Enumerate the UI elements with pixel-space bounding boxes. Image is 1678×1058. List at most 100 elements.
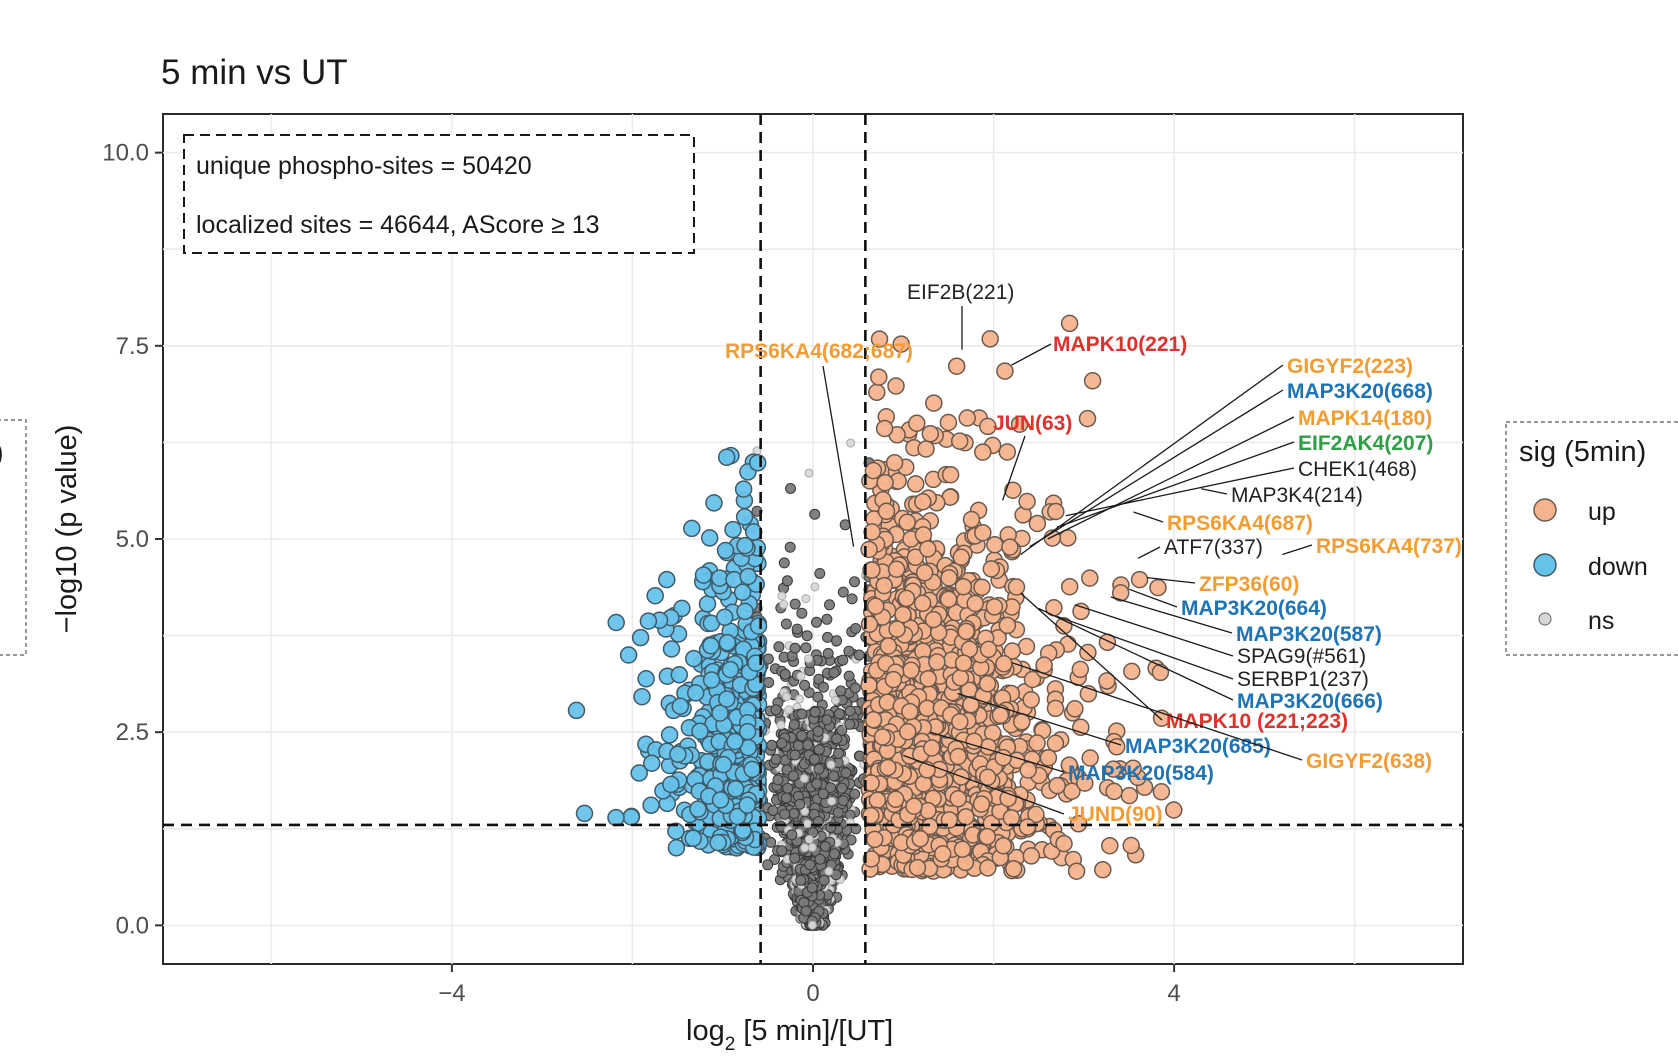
ns-point: [804, 859, 816, 871]
down-point: [685, 649, 703, 668]
up-point: [1007, 578, 1026, 596]
down-point: [733, 583, 752, 602]
up-point: [1060, 577, 1079, 596]
up-point: [887, 560, 906, 578]
up-point: [978, 827, 997, 846]
gene-label: ZFP36(60): [1199, 573, 1299, 596]
ns-point: [800, 905, 812, 917]
gene-label: EIF2B(221): [907, 281, 1014, 304]
down-point: [607, 613, 625, 632]
up-point: [972, 795, 991, 813]
ns-point: [824, 866, 834, 876]
up-point: [947, 357, 966, 375]
up-point: [1046, 699, 1065, 718]
gene-label: MAP3K20(584): [1068, 762, 1214, 785]
gene-label: JUN(63): [993, 412, 1072, 435]
ns-point: [814, 853, 826, 865]
up-point: [908, 858, 927, 877]
down-point: [684, 829, 702, 848]
down-point: [637, 670, 655, 688]
ns-point: [837, 586, 849, 598]
ns-point: [807, 842, 817, 852]
up-point: [873, 728, 892, 746]
gene-label: ATF7(337): [1164, 536, 1263, 559]
up-point: [884, 670, 903, 689]
down-point: [748, 454, 767, 472]
up-point: [886, 790, 905, 809]
ns-point: [776, 845, 788, 857]
annotation-unique-sites: unique phospho-sites = 50420: [196, 152, 532, 180]
ns-point: [801, 630, 813, 642]
down-point: [633, 687, 651, 706]
up-point: [860, 676, 878, 695]
ns-point: [809, 508, 821, 520]
ns-point: [782, 782, 794, 794]
ns-point: [828, 770, 840, 782]
ns-point: [789, 749, 801, 761]
left-panel-fragment-text: ): [0, 437, 4, 469]
up-point: [898, 723, 917, 741]
down-point: [734, 480, 753, 498]
down-point: [743, 760, 761, 779]
legend-up-swatch: [1533, 498, 1557, 522]
ns-point: [801, 594, 811, 604]
down-points: [567, 446, 768, 857]
up-point: [866, 597, 885, 615]
ns-point: [809, 753, 820, 765]
up-point: [875, 419, 894, 438]
up-point: [1055, 834, 1073, 853]
ns-point: [833, 708, 845, 720]
up-point: [957, 622, 975, 641]
ns-point: [810, 582, 820, 592]
up-point: [973, 578, 991, 596]
up-point: [1071, 660, 1090, 679]
ns-point: [786, 829, 798, 841]
up-point: [953, 840, 972, 858]
ns-point: [804, 654, 813, 664]
up-point: [1078, 409, 1097, 428]
ns-point: [821, 714, 833, 726]
ns-point: [766, 739, 778, 751]
up-point: [1151, 663, 1170, 682]
down-point: [669, 745, 687, 763]
down-point: [726, 780, 745, 798]
ns-point: [813, 763, 825, 775]
ns-point: [837, 795, 849, 807]
ns-point: [800, 642, 812, 654]
up-point: [879, 758, 897, 777]
gene-label: MAP3K20(587): [1236, 623, 1382, 646]
ns-point: [840, 767, 852, 779]
down-point: [715, 608, 734, 627]
ns-point: [772, 774, 784, 786]
y-tick-label: 5.0: [116, 526, 149, 553]
down-point: [710, 569, 729, 587]
gene-label: EIF2AK4(207): [1298, 432, 1433, 455]
down-point: [607, 808, 625, 827]
ns-point: [795, 694, 804, 704]
up-point: [925, 394, 943, 412]
ns-point: [779, 808, 791, 820]
up-point: [998, 616, 1017, 635]
ns-point: [850, 623, 862, 634]
up-point: [995, 655, 1013, 673]
gene-label: MAP3K20(685): [1125, 735, 1271, 758]
up-point: [919, 669, 937, 688]
up-point: [966, 594, 984, 613]
down-point: [575, 804, 594, 823]
ns-point: [780, 792, 792, 804]
gene-label: SERBP1(237): [1237, 668, 1369, 691]
down-point: [716, 541, 735, 560]
ns-point: [849, 682, 861, 694]
gene-label: RPS6KA4(682;687): [725, 340, 913, 363]
ns-point: [779, 600, 789, 609]
up-point: [985, 598, 1004, 616]
up-point: [1107, 738, 1126, 756]
down-point: [662, 775, 680, 794]
gene-label: RPS6KA4(737): [1316, 535, 1462, 558]
ns-point: [818, 874, 830, 886]
ns-point: [799, 679, 811, 691]
up-point: [1122, 836, 1140, 855]
x-axis-label-rest: [5 min]/[UT]: [735, 1015, 893, 1047]
up-point: [1039, 749, 1058, 767]
ns-point: [811, 778, 823, 790]
